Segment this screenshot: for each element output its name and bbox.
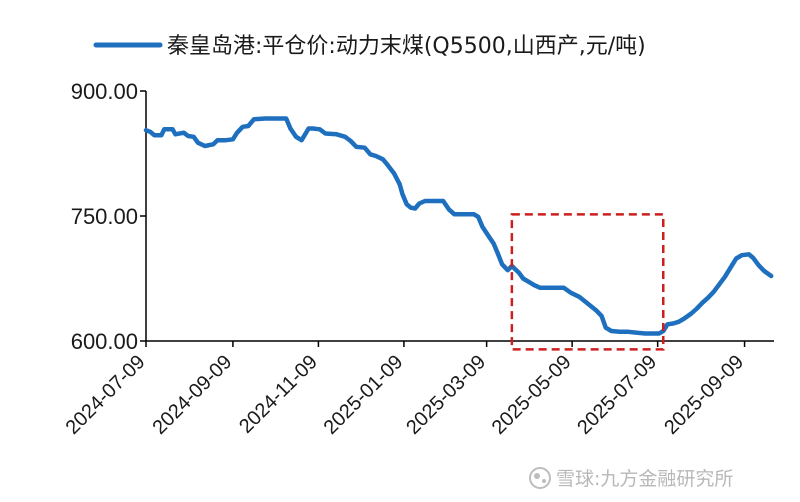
x-tick-label: 2024-07-09 <box>62 351 150 439</box>
x-tick-label: 2025-05-09 <box>488 351 576 439</box>
x-tick-label: 2025-07-09 <box>573 351 661 439</box>
x-tick-label: 2025-01-09 <box>320 351 408 439</box>
watermark: 雪球:九方金融研究所 <box>529 467 733 490</box>
y-ticks: 600.00 750.00 900.00 <box>71 79 146 354</box>
annotations <box>510 213 665 351</box>
x-tick-label: 2024-09-09 <box>149 351 237 439</box>
y-axis: 600.00 750.00 900.00 <box>71 79 147 354</box>
x-tick-label: 2024-11-09 <box>235 351 322 438</box>
legend-label: 秦皇岛港:平仓价:动力末煤(Q5500,山西产,元/吨) <box>167 34 646 59</box>
y-tick-label: 750.00 <box>71 204 138 229</box>
y-tick-label: 900.00 <box>71 79 138 104</box>
x-tick-label: 2025-09-09 <box>660 351 748 439</box>
highlight-box <box>510 213 665 351</box>
legend: 秦皇岛港:平仓价:动力末煤(Q5500,山西产,元/吨) <box>93 34 646 59</box>
watermark-text: 雪球:九方金融研究所 <box>556 468 733 490</box>
y-tick-label: 600.00 <box>71 329 138 354</box>
snowball-logo-icon <box>529 467 551 489</box>
x-tick-label: 2025-03-09 <box>402 351 490 439</box>
series-line <box>143 116 774 336</box>
x-axis: 2024-07-09 2024-09-092024-11-092025-01-09… <box>62 340 774 439</box>
plot-area <box>143 116 774 336</box>
x-ticks: 2024-07-09 2024-09-092024-11-092025-01-09… <box>62 341 748 439</box>
